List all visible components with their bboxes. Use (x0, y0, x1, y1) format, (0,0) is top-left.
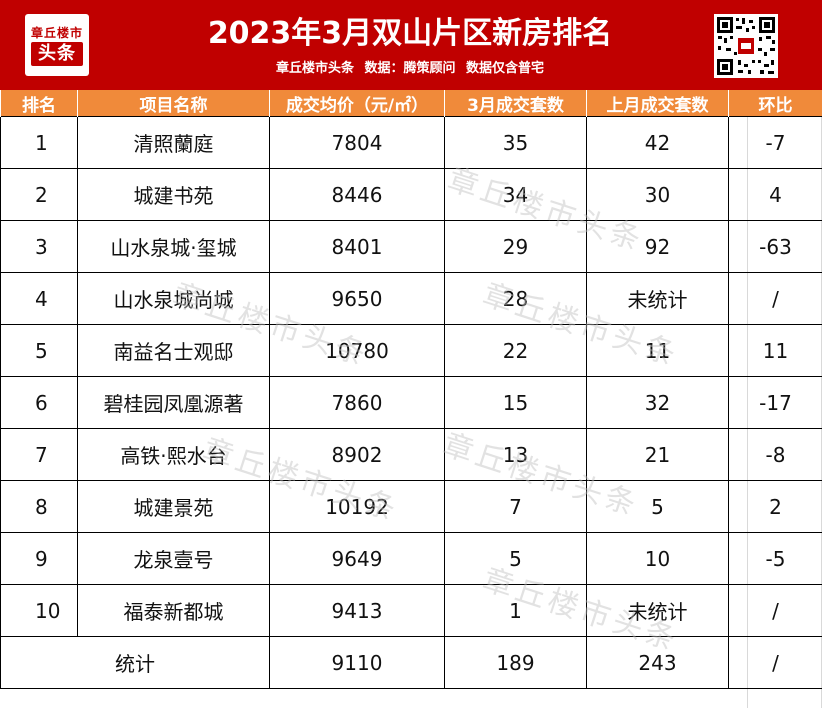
qr-code-icon (714, 14, 778, 78)
total-change-cell: / (728, 636, 822, 689)
column-header-march-sales: 3月成交套数 (444, 90, 587, 117)
table-row: 4 山水泉城尚城 9650 28 未统计 / (0, 272, 822, 325)
change-cell: -63 (728, 220, 822, 273)
ranking-table: 排名 项目名称 成交均价（元/㎡） 3月成交套数 上月成交套数 环比 1 清照蘭… (0, 90, 822, 689)
table-row: 8 城建景苑 10192 7 5 2 (0, 480, 822, 533)
project-name-cell: 山水泉城尚城 (77, 272, 270, 325)
price-cell: 10780 (269, 324, 445, 377)
last-month-sales-cell: 未统计 (586, 272, 729, 325)
column-header-price: 成交均价（元/㎡） (269, 90, 445, 117)
march-sales-cell: 22 (444, 324, 587, 377)
march-sales-cell: 7 (444, 480, 587, 533)
table-row: 7 高铁·熙水台 8902 13 21 -8 (0, 428, 822, 481)
last-month-sales-cell: 未统计 (586, 584, 729, 637)
rank-cell: 5 (0, 324, 78, 377)
last-month-sales-cell: 92 (586, 220, 729, 273)
last-month-sales-cell: 5 (586, 480, 729, 533)
project-name-cell: 碧桂园凤凰源著 (77, 376, 270, 429)
rank-cell: 2 (0, 168, 78, 221)
project-name-cell: 福泰新都城 (77, 584, 270, 637)
rank-cell: 6 (0, 376, 78, 429)
change-cell: -5 (728, 532, 822, 585)
march-sales-cell: 1 (444, 584, 587, 637)
price-cell: 9649 (269, 532, 445, 585)
last-month-sales-cell: 30 (586, 168, 729, 221)
last-month-sales-cell: 42 (586, 116, 729, 169)
price-cell: 7860 (269, 376, 445, 429)
march-sales-cell: 35 (444, 116, 587, 169)
total-march-sales-cell: 189 (444, 636, 587, 689)
rank-cell: 10 (0, 584, 78, 637)
last-month-sales-cell: 10 (586, 532, 729, 585)
total-price-cell: 9110 (269, 636, 445, 689)
logo-top-text: 章丘楼市 (30, 26, 83, 40)
column-header-project: 项目名称 (77, 90, 270, 117)
rank-cell: 4 (0, 272, 78, 325)
price-cell: 10192 (269, 480, 445, 533)
project-name-cell: 城建景苑 (77, 480, 270, 533)
price-cell: 7804 (269, 116, 445, 169)
table-row: 5 南益名士观邸 10780 22 11 11 (0, 324, 822, 377)
table-row: 10 福泰新都城 9413 1 未统计 / (0, 584, 822, 637)
project-name-cell: 山水泉城·玺城 (77, 220, 270, 273)
column-header-change: 环比 (728, 90, 822, 117)
march-sales-cell: 15 (444, 376, 587, 429)
table-header-row: 排名 项目名称 成交均价（元/㎡） 3月成交套数 上月成交套数 环比 (0, 90, 822, 117)
table-row: 1 清照蘭庭 7804 35 42 -7 (0, 116, 822, 169)
column-header-last-month-sales: 上月成交套数 (586, 90, 729, 117)
change-cell: -8 (728, 428, 822, 481)
price-cell: 8401 (269, 220, 445, 273)
price-cell: 8902 (269, 428, 445, 481)
project-name-cell: 南益名士观邸 (77, 324, 270, 377)
rank-cell: 3 (0, 220, 78, 273)
change-cell: / (728, 272, 822, 325)
change-cell: 2 (728, 480, 822, 533)
change-cell: / (728, 584, 822, 637)
project-name-cell: 城建书苑 (77, 168, 270, 221)
title-banner: 章丘楼市 头条 2023年3月双山片区新房排名 章丘楼市头条 数据：腾策顾问 数… (0, 0, 822, 90)
brand-logo: 章丘楼市 头条 (25, 14, 89, 76)
total-last-month-sales-cell: 243 (586, 636, 729, 689)
price-cell: 9650 (269, 272, 445, 325)
column-header-rank: 排名 (0, 90, 78, 117)
table-row: 6 碧桂园凤凰源著 7860 15 32 -17 (0, 376, 822, 429)
march-sales-cell: 13 (444, 428, 587, 481)
last-month-sales-cell: 32 (586, 376, 729, 429)
project-name-cell: 清照蘭庭 (77, 116, 270, 169)
table-row: 2 城建书苑 8446 34 30 4 (0, 168, 822, 221)
table-row: 9 龙泉壹号 9649 5 10 -5 (0, 532, 822, 585)
change-cell: -17 (728, 376, 822, 429)
project-name-cell: 龙泉壹号 (77, 532, 270, 585)
march-sales-cell: 28 (444, 272, 587, 325)
total-row: 统计 9110 189 243 / (0, 636, 822, 689)
total-label-cell: 统计 (0, 636, 270, 689)
change-cell: -7 (728, 116, 822, 169)
price-cell: 9413 (269, 584, 445, 637)
price-cell: 8446 (269, 168, 445, 221)
rank-cell: 7 (0, 428, 78, 481)
change-cell: 4 (728, 168, 822, 221)
rank-cell: 8 (0, 480, 78, 533)
page-subtitle: 章丘楼市头条 数据：腾策顾问 数据仅含普宅 (275, 61, 545, 76)
change-cell: 11 (728, 324, 822, 377)
last-month-sales-cell: 21 (586, 428, 729, 481)
page-title: 2023年3月双山片区新房排名 (207, 16, 613, 51)
march-sales-cell: 5 (444, 532, 587, 585)
logo-main-text: 头条 (31, 42, 83, 66)
last-month-sales-cell: 11 (586, 324, 729, 377)
rank-cell: 9 (0, 532, 78, 585)
project-name-cell: 高铁·熙水台 (77, 428, 270, 481)
march-sales-cell: 29 (444, 220, 587, 273)
table-row: 3 山水泉城·玺城 8401 29 92 -63 (0, 220, 822, 273)
march-sales-cell: 34 (444, 168, 587, 221)
rank-cell: 1 (0, 116, 78, 169)
